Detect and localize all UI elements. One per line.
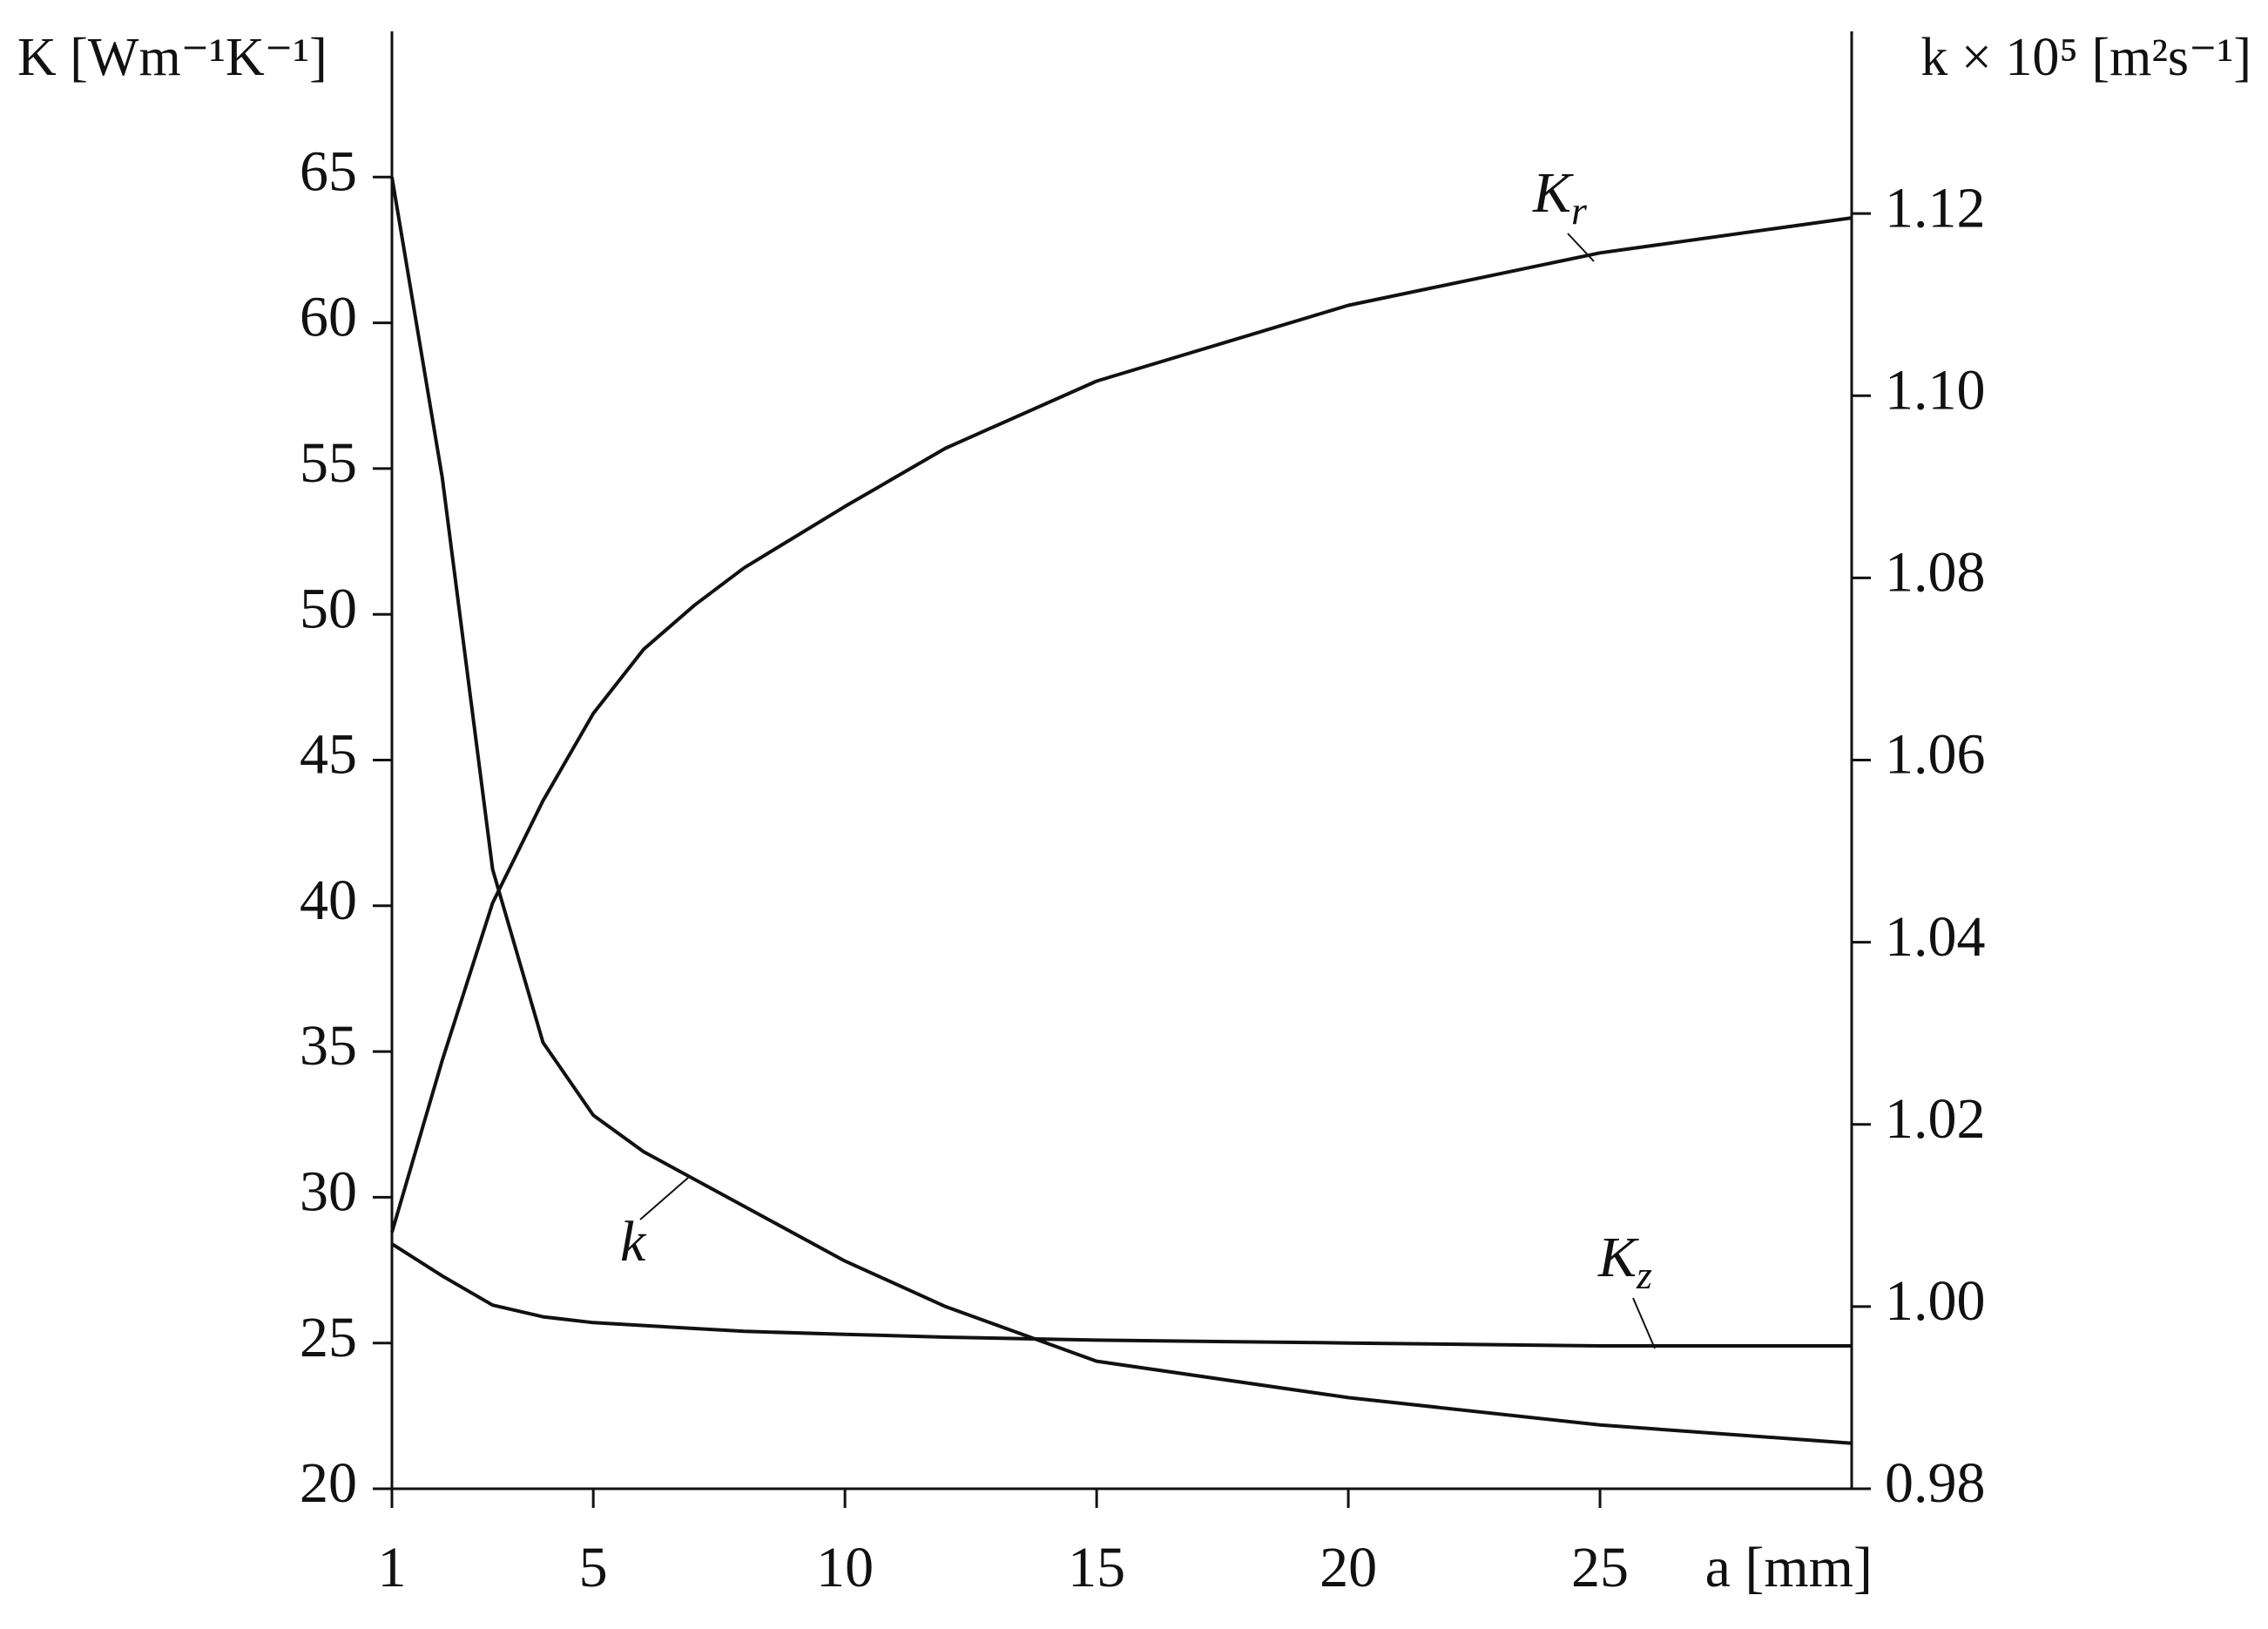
y2-tick-label: 1.12 [1885,176,1986,240]
y-tick-label: 25 [300,1306,357,1369]
x-tick-label: 20 [1320,1536,1377,1599]
y-tick-label: 40 [300,869,357,932]
series-line [390,216,1853,1234]
series-label: k [620,1210,647,1274]
series-label: Kr [1532,161,1588,232]
y2-tick-label: 1.00 [1885,1269,1986,1333]
leader-line [1632,1297,1656,1349]
y-tick-label: 55 [300,431,357,495]
y-tick-label: 50 [300,577,357,640]
y2-axis-label: k × 10⁵ [m²s⁻¹] [1920,28,2251,87]
leader-line [1567,233,1595,262]
y-tick-label: 20 [300,1451,357,1515]
y-axis-label: K [Wm⁻¹K⁻¹] [17,28,327,87]
x-tick-label: 15 [1068,1536,1125,1599]
x-tick-label: 5 [579,1536,608,1599]
y2-tick-label: 1.10 [1885,358,1986,422]
x-tick-label: 10 [816,1536,874,1599]
y2-tick-label: 1.04 [1885,905,1986,969]
x-tick-label: 25 [1571,1536,1629,1599]
series-line [390,1242,1852,1348]
y-tick-label: 30 [300,1160,357,1224]
series-label: Kz [1597,1226,1652,1296]
y-tick-label: 65 [300,139,357,203]
y2-tick-label: 0.98 [1885,1451,1986,1515]
y-tick-label: 35 [300,1014,357,1078]
y-tick-label: 60 [300,286,357,349]
x-tick-label: 1 [378,1536,407,1599]
y2-tick-label: 1.02 [1885,1087,1986,1151]
x-axis-label: a [mm] [1705,1536,1873,1599]
y-tick-label: 45 [300,723,357,787]
y2-tick-label: 1.06 [1885,723,1986,787]
series-line [390,176,1853,1445]
y2-tick-label: 1.08 [1885,541,1986,605]
leader-line [639,1177,689,1220]
